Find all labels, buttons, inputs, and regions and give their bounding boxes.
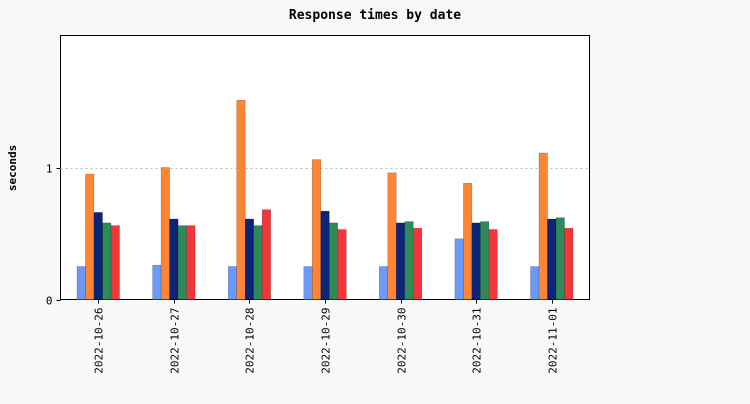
bar [396,222,406,300]
bar [253,225,263,300]
bar [227,266,237,300]
bars-layer [76,99,574,300]
bar [244,218,254,300]
x-tick-label: 2022-10-29 [320,308,333,374]
bar [555,217,565,300]
chart-title: Response times by date [289,8,461,23]
bar [93,212,103,300]
bar [530,266,540,300]
bar [471,222,481,300]
bar [261,209,271,300]
bar [337,229,347,300]
x-tick-label: 2022-10-27 [169,308,182,374]
bar [387,172,397,300]
bar [454,238,464,300]
bar [320,210,330,300]
bar [404,221,414,300]
bar [303,266,313,300]
bar [152,264,162,300]
bar [177,225,187,300]
bar [329,222,339,300]
bar [312,159,322,300]
y-tick-label: 1 [46,163,53,176]
bar [463,183,473,300]
bar [160,167,170,300]
bar [76,266,86,300]
x-tick-label: 2022-10-30 [396,308,409,374]
bar [102,222,112,300]
bar [480,221,490,300]
bar [538,152,548,300]
bar [564,227,574,300]
x-tick-label: 2022-11-01 [547,308,560,374]
bar [169,218,179,300]
y-tick-label: 0 [46,295,53,308]
x-tick-label: 2022-10-28 [244,308,257,374]
x-tick-label: 2022-10-31 [471,308,484,374]
bar [110,225,120,300]
bar [85,173,95,300]
bar [186,225,196,300]
y-axis-label: seconds [6,145,19,191]
bar [488,229,498,300]
bar [413,227,423,300]
bar [379,266,389,300]
bar [547,218,557,300]
axis-layer: 0 1 2022-10-26 2022-10-27 2022-10-28 2022-10-… [46,163,560,374]
bar [236,99,246,300]
x-tick-label: 2022-10-26 [93,308,106,374]
